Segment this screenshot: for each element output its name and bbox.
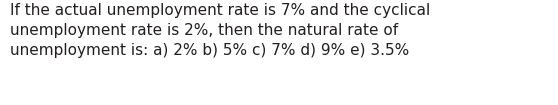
Text: If the actual unemployment rate is 7% and the cyclical
unemployment rate is 2%, : If the actual unemployment rate is 7% an… [10,3,430,58]
